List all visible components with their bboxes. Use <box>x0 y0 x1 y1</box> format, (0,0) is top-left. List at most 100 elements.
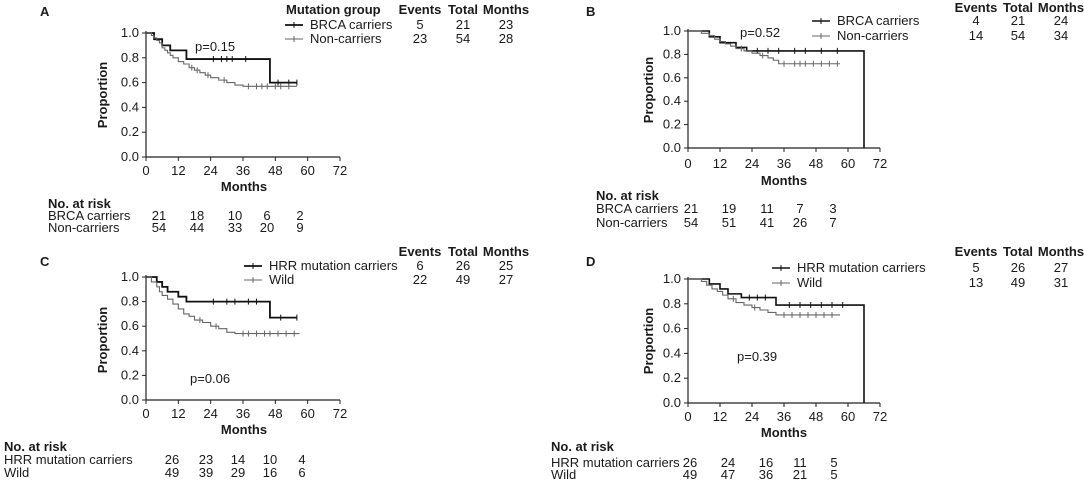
risk-count: 21 <box>684 201 698 216</box>
legend-header-total: Total <box>448 244 478 259</box>
risk-count: 54 <box>152 220 166 235</box>
y-tick-label: 0.4 <box>121 99 139 114</box>
x-tick-label: 60 <box>841 156 855 171</box>
x-tick-label: 72 <box>333 406 347 421</box>
legend-header-total: Total <box>1003 0 1033 15</box>
p-value-label: p=0.52 <box>740 25 780 40</box>
x-tick-label: 12 <box>713 156 727 171</box>
legend-total: 54 <box>1011 28 1025 43</box>
risk-count: 6 <box>263 208 270 223</box>
risk-count: 9 <box>296 220 303 235</box>
legend-total: 49 <box>456 272 470 287</box>
x-tick-label: 60 <box>300 163 314 178</box>
risk-row-label: Wild <box>551 467 576 482</box>
legend-months: 27 <box>499 272 513 287</box>
p-value-label: p=0.06 <box>190 371 230 386</box>
x-tick-label: 12 <box>713 409 727 424</box>
y-axis-title: Proportion <box>95 307 110 373</box>
risk-count: 23 <box>199 452 213 467</box>
x-tick-label: 72 <box>873 409 887 424</box>
legend-events: 4 <box>972 13 979 28</box>
risk-count: 20 <box>260 220 274 235</box>
legend-months: 24 <box>1054 13 1068 28</box>
x-tick-label: 48 <box>809 156 823 171</box>
legend-events: 14 <box>969 28 983 43</box>
x-tick-label: 24 <box>745 409 759 424</box>
y-tick-label: 0.0 <box>121 392 139 407</box>
legend-header-months: Months <box>1038 0 1084 15</box>
risk-count: 26 <box>793 215 807 230</box>
y-tick-label: 0.8 <box>663 296 681 311</box>
legend-label: BRCA carriers <box>310 17 393 32</box>
legend-header-events: Events <box>399 2 442 17</box>
y-axis-title: Proportion <box>641 308 656 374</box>
y-tick-label: 0.8 <box>121 50 139 65</box>
x-axis-title: Months <box>221 422 267 437</box>
x-tick-label: 48 <box>268 163 282 178</box>
risk-count: 2 <box>296 208 303 223</box>
risk-count: 10 <box>228 208 242 223</box>
y-tick-label: 1.0 <box>121 25 139 40</box>
x-tick-label: 72 <box>333 163 347 178</box>
x-tick-label: 48 <box>268 406 282 421</box>
risk-row-label: BRCA carriers <box>596 201 679 216</box>
legend-events: 13 <box>969 275 983 290</box>
legend-events: 23 <box>413 31 427 46</box>
risk-table-header: No. at risk <box>596 188 660 203</box>
km-curve-series-2 <box>688 30 840 65</box>
x-axis-title: Months <box>761 425 807 440</box>
risk-count: 54 <box>684 215 698 230</box>
legend-header-events: Events <box>955 0 998 15</box>
x-tick-label: 36 <box>236 163 250 178</box>
risk-count: 21 <box>152 208 166 223</box>
y-tick-label: 0.2 <box>663 117 681 132</box>
y-tick-label: 0.4 <box>663 93 681 108</box>
risk-count: 14 <box>231 452 245 467</box>
legend-header-months: Months <box>483 244 529 259</box>
legend-header-events: Events <box>399 244 442 259</box>
legend-total: 54 <box>456 31 470 46</box>
legend-header-events: Events <box>955 244 998 259</box>
legend-header-months: Months <box>483 2 529 17</box>
legend-months: 27 <box>1054 260 1068 275</box>
x-tick-label: 36 <box>777 409 791 424</box>
legend-events: 5 <box>416 17 423 32</box>
risk-table-header: No. at risk <box>48 196 112 211</box>
risk-count: 33 <box>228 220 242 235</box>
risk-count: 41 <box>760 215 774 230</box>
legend-header-months: Months <box>1038 244 1084 259</box>
risk-count: 16 <box>759 455 773 470</box>
risk-table-header: No. at risk <box>551 439 615 454</box>
panel-c: C 0.0 0.2 0.4 0.6 0.8 1.0 0 12 24 36 48 60 72 Months Pr… <box>4 244 529 480</box>
x-tick-label: 72 <box>873 156 887 171</box>
x-axis-title: Months <box>221 179 267 194</box>
legend-total: 26 <box>1011 260 1025 275</box>
risk-count: 10 <box>263 452 277 467</box>
km-curve-series-2 <box>146 276 300 335</box>
risk-count: 5 <box>830 467 837 482</box>
risk-row-label: Wild <box>4 465 29 480</box>
panel-b: B 0.0 0.2 0.4 0.6 0.8 1.0 0 12 24 36 48 60 72 Months Pr… <box>586 0 1084 230</box>
legend-months: 23 <box>499 17 513 32</box>
risk-count: 44 <box>190 220 204 235</box>
legend-total: 49 <box>1011 275 1025 290</box>
legend-label: HRR mutation carriers <box>269 258 398 273</box>
y-tick-label: 0.0 <box>663 395 681 410</box>
risk-count: 19 <box>722 201 736 216</box>
risk-count: 51 <box>722 215 736 230</box>
y-axis-title: Proportion <box>95 62 110 128</box>
panel-a: A 0.0 0.2 0.4 0.6 0.8 1.0 0 12 24 36 48 60 72 Months Pr… <box>40 2 529 235</box>
y-tick-label: 1.0 <box>663 271 681 286</box>
risk-count: 4 <box>298 452 305 467</box>
legend-header-total: Total <box>448 2 478 17</box>
legend-label: BRCA carriers <box>837 13 920 28</box>
risk-count: 16 <box>263 465 277 480</box>
p-value-label: p=0.39 <box>737 349 777 364</box>
legend-total: 21 <box>456 17 470 32</box>
risk-table-header: No. at risk <box>4 439 68 454</box>
legend-label: HRR mutation carriers <box>797 260 926 275</box>
x-tick-label: 24 <box>203 406 217 421</box>
y-tick-label: 0.6 <box>663 70 681 85</box>
x-tick-label: 12 <box>171 406 185 421</box>
